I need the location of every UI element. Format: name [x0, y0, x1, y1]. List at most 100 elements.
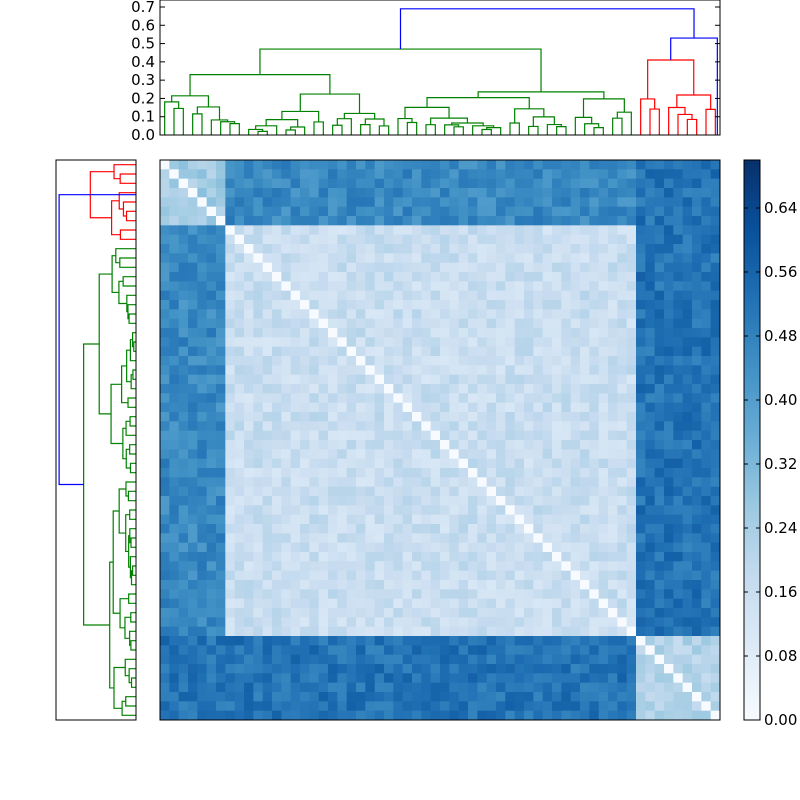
heatmap-cell [412, 169, 422, 180]
heatmap-cell [617, 570, 628, 581]
heatmap-cell [440, 598, 450, 609]
heatmap-cell [692, 533, 702, 544]
heatmap-cell [692, 393, 702, 404]
heatmap-cell [458, 244, 469, 254]
heatmap-cell [160, 477, 170, 488]
heatmap-cell [216, 710, 226, 721]
heatmap-cell [654, 169, 665, 180]
heatmap-cell [421, 654, 432, 665]
heatmap-cell [458, 608, 469, 618]
heatmap-cell [356, 300, 366, 310]
heatmap-cell [701, 589, 712, 600]
heatmap-cell [477, 664, 488, 674]
heatmap-cell [346, 216, 357, 226]
heatmap-cell [524, 421, 534, 432]
heatmap-cell [188, 412, 198, 422]
heatmap-cell [477, 561, 488, 572]
heatmap-cell [188, 253, 198, 264]
heatmap-cell [664, 412, 674, 422]
heatmap-cell [290, 598, 301, 609]
heatmap-cell [542, 533, 553, 544]
heatmap-cell [505, 421, 516, 432]
heatmap-cell [393, 645, 404, 656]
heatmap-cell [580, 374, 590, 385]
heatmap-cell [412, 300, 422, 310]
heatmap-cell [337, 608, 348, 618]
heatmap-cell [160, 486, 170, 497]
heatmap-cell [580, 692, 590, 702]
heatmap-cell [477, 682, 488, 693]
heatmap-cell [496, 346, 506, 357]
heatmap-cell [262, 290, 273, 301]
heatmap-cell [710, 561, 721, 572]
heatmap-cell [374, 234, 385, 245]
heatmap-cell [365, 449, 376, 460]
heatmap-cell [477, 328, 488, 338]
heatmap-cell [524, 244, 534, 254]
heatmap-cell [421, 206, 432, 217]
heatmap-cell [309, 402, 320, 413]
heatmap-cell [384, 328, 394, 338]
heatmap-cell [430, 636, 441, 646]
heatmap-cell [290, 636, 301, 646]
heatmap-cell [281, 468, 292, 478]
heatmap-cell [430, 430, 441, 441]
heatmap-cell [542, 486, 553, 497]
heatmap-cell [617, 505, 628, 516]
heatmap-cell [290, 393, 301, 404]
heatmap-cell [580, 673, 590, 684]
heatmap-cell [412, 318, 422, 329]
heatmap-cell [580, 384, 590, 394]
heatmap-cell [533, 178, 544, 189]
heatmap-cell [645, 384, 656, 394]
heatmap-cell [654, 356, 665, 366]
heatmap-cell [346, 654, 357, 665]
heatmap-cell [701, 542, 712, 553]
heatmap-cell [197, 421, 208, 432]
heatmap-cell [710, 458, 721, 469]
heatmap-cell [673, 477, 684, 488]
heatmap-cell [598, 701, 609, 712]
heatmap-cell [617, 561, 628, 572]
heatmap-cell [225, 608, 236, 618]
heatmap-cell [440, 206, 450, 217]
heatmap-cell [458, 542, 469, 553]
heatmap-cell [710, 645, 721, 656]
heatmap-cell [458, 710, 469, 721]
heatmap-cell [318, 458, 329, 469]
heatmap-cell [692, 290, 702, 301]
colorbar-tick-label: 0.00 [764, 711, 797, 729]
heatmap-cell [178, 617, 189, 628]
heatmap-cell [496, 645, 506, 656]
heatmap-cell [552, 206, 562, 217]
heatmap-cell [356, 412, 366, 422]
heatmap-cell [272, 654, 282, 665]
heatmap-cell [533, 365, 544, 376]
heatmap-cell [654, 514, 665, 525]
heatmap-cell [552, 421, 562, 432]
heatmap-cell [561, 598, 572, 609]
heatmap-cell [440, 365, 450, 376]
heatmap-cell [374, 552, 385, 562]
heatmap-cell [664, 608, 674, 618]
heatmap-cell [300, 374, 310, 385]
heatmap-cell [533, 337, 544, 348]
heatmap-cell [589, 430, 600, 441]
heatmap-cell [682, 645, 693, 656]
heatmap-cell [421, 244, 432, 254]
heatmap-cell [281, 682, 292, 693]
heatmap-cell [365, 552, 376, 562]
heatmap-cell [496, 430, 506, 441]
heatmap-cell [654, 710, 665, 721]
heatmap-cell [514, 477, 525, 488]
heatmap-cell [253, 608, 264, 618]
heatmap-cell [542, 272, 553, 282]
heatmap-cell [244, 160, 254, 170]
heatmap-cell [244, 206, 254, 217]
heatmap-cell [346, 589, 357, 600]
heatmap-cell [169, 552, 180, 562]
heatmap-cell [440, 608, 450, 618]
heatmap-cell [225, 673, 236, 684]
heatmap-cell [645, 188, 656, 198]
heatmap-cell [664, 580, 674, 590]
